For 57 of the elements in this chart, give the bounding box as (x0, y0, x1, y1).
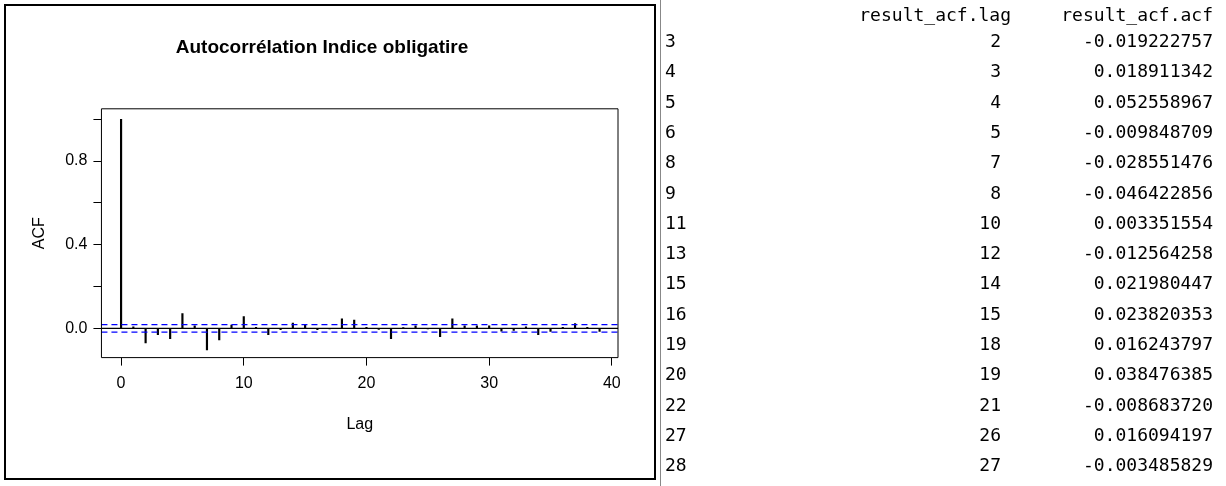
x-tick-label: 20 (357, 373, 376, 391)
text: 19 (979, 362, 1001, 387)
x-axis-title: Lag (346, 414, 374, 432)
text: 0.016243797 (1093, 332, 1213, 356)
text: 13 (665, 241, 687, 266)
text: 6 (665, 119, 676, 144)
text: 12 (979, 241, 1001, 266)
x-tick-label: 0 (116, 373, 126, 391)
text: -0.009848709 (1082, 119, 1213, 144)
text: 15 (979, 301, 1001, 326)
y-tick-label: 0.8 (65, 151, 88, 169)
text: 0.023820353 (1093, 301, 1213, 326)
text: 8 (990, 180, 1001, 205)
text: 3 (665, 29, 676, 53)
text: 3 (990, 59, 1001, 84)
text: -0.019222757 (1082, 29, 1213, 53)
text: -0.012564258 (1082, 241, 1213, 266)
text: -0.008683720 (1082, 392, 1213, 417)
text: 22 (665, 392, 687, 417)
text: 21 (979, 392, 1001, 417)
text: -0.046422856 (1082, 180, 1213, 205)
x-tick-label: 30 (480, 373, 499, 391)
text: 7 (990, 150, 1001, 175)
text: 4 (665, 59, 676, 84)
text: 0.018911342 (1093, 59, 1213, 84)
text: -0.003485829 (1082, 453, 1213, 478)
text: 27 (665, 422, 687, 447)
text: 5 (665, 89, 676, 114)
text: 4 (990, 89, 1001, 114)
text: 8 (665, 150, 676, 175)
text: 0.021980447 (1093, 271, 1213, 296)
text: 9 (665, 180, 676, 205)
y-axis-title: ACF (30, 216, 48, 250)
text: 19 (665, 332, 687, 356)
text: 16 (665, 301, 687, 326)
chart-title: Autocorrélation Indice obligatire (175, 35, 469, 57)
text: result_acf.acf (1061, 3, 1213, 27)
x-tick-label: 40 (602, 373, 621, 391)
text: 14 (979, 271, 1001, 296)
text: 0.016094197 (1093, 422, 1213, 447)
text: 0.052558967 (1093, 89, 1213, 114)
text: 5 (990, 119, 1001, 144)
text: 11 (665, 210, 687, 235)
text: 26 (979, 422, 1001, 447)
text: result_acf.lag (859, 3, 1011, 27)
x-tick-label: 10 (234, 373, 253, 391)
y-tick-label: 0.0 (65, 318, 88, 336)
text: 0.038476385 (1093, 362, 1213, 387)
y-tick-label: 0.4 (65, 235, 88, 253)
text: 27 (979, 453, 1001, 478)
text: 28 (665, 453, 687, 478)
text: 15 (665, 271, 687, 296)
text: 10 (979, 210, 1001, 235)
text: 18 (979, 332, 1001, 356)
text: 2 (990, 29, 1001, 53)
text: 0.003351554 (1093, 210, 1213, 235)
text: -0.028551476 (1082, 150, 1213, 175)
